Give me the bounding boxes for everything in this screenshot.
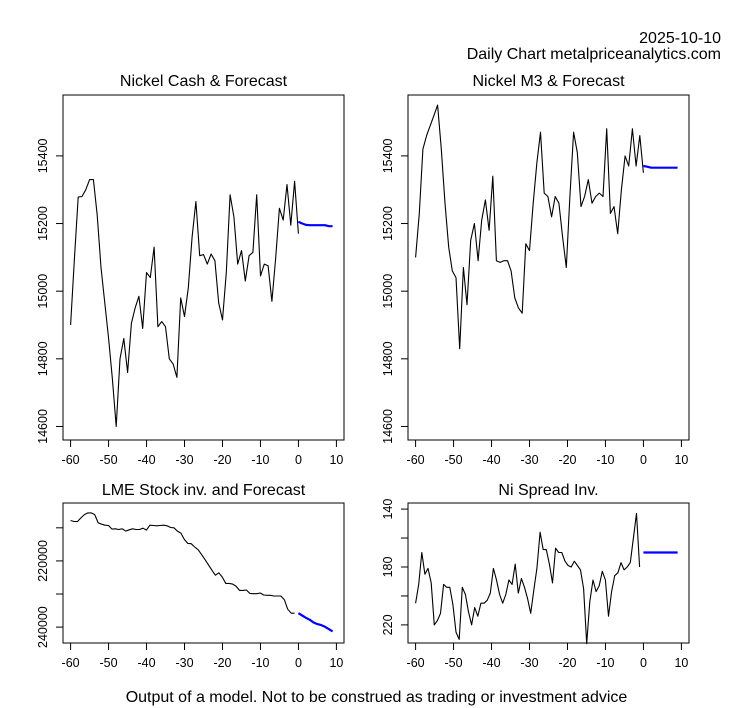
- nickel-m3-x-tick-label: -20: [558, 453, 576, 467]
- nickel-m3-x-tick-label: -40: [483, 453, 501, 467]
- lme-stock-x-tick-label: -60: [62, 656, 80, 670]
- nickel-cash-title: Nickel Cash & Forecast: [120, 73, 288, 90]
- lme-stock-x-tick-label: 10: [329, 656, 343, 670]
- nickel-m3-x-tick-label: -60: [407, 453, 425, 467]
- ni-spread-x-tick-label: -20: [558, 656, 576, 670]
- nickel-m3-x-tick-label: 0: [640, 453, 647, 467]
- lme-stock-history-line: [70, 512, 295, 614]
- nickel-cash-y-tick-label: 14800: [36, 341, 50, 376]
- lme-stock-y-tick-label: 240000: [36, 606, 50, 648]
- nickel-cash-forecast-line: [297, 220, 333, 228]
- nickel-m3-y-tick-label: 15400: [381, 138, 395, 173]
- nickel-cash-x-tick-label: -20: [213, 453, 231, 467]
- lme-stock-y-tick-label: 220000: [36, 540, 50, 582]
- nickel-cash-x-tick-label: 10: [329, 453, 343, 467]
- nickel-cash-x-tick-label: -10: [251, 453, 269, 467]
- nickel-cash-x-tick-label: -60: [62, 453, 80, 467]
- nickel-cash-y-tick-label: 15200: [36, 206, 50, 241]
- ni-spread-x-tick-label: -40: [483, 656, 501, 670]
- ni-spread-plot-frame: [407, 502, 690, 644]
- nickel-cash-history-line: [70, 179, 299, 428]
- nickel-m3-y-tick-label: 14800: [381, 341, 395, 376]
- nickel-m3-y-tick-label: 15000: [381, 274, 395, 309]
- nickel-m3-x-tick-label: 10: [674, 453, 688, 467]
- nickel-m3-forecast-line: [643, 164, 678, 169]
- ni-spread-x-tick-label: -50: [445, 656, 463, 670]
- ni-spread-x-tick-label: 0: [640, 656, 647, 670]
- nickel-m3-history-line: [415, 104, 644, 350]
- nickel-cash-y-tick-label: 15400: [36, 138, 50, 173]
- lme-stock-forecast-line: [297, 612, 334, 633]
- ni-spread-x-tick-label: 10: [674, 656, 688, 670]
- nickel-m3-x-tick-label: -30: [520, 453, 538, 467]
- lme-stock-x-tick-label: -40: [138, 656, 156, 670]
- ni-spread-history-line: [415, 512, 641, 645]
- lme-stock-x-tick-label: -50: [100, 656, 118, 670]
- nickel-cash-y-tick-label: 14600: [36, 409, 50, 444]
- disclaimer: Output of a model. Not to be construed a…: [125, 689, 628, 706]
- ni-spread-x-tick-label: -10: [596, 656, 614, 670]
- nickel-cash-x-tick-label: 0: [295, 453, 302, 467]
- lme-stock-x-tick-label: 0: [295, 656, 302, 670]
- ni-spread-x-tick-label: -60: [407, 656, 425, 670]
- ni-spread-y-tick-label: 220: [381, 614, 395, 635]
- lme-stock-plot-frame: [62, 502, 345, 644]
- ni-spread-x-tick-label: -30: [520, 656, 538, 670]
- ni-spread-y-tick-label: 140: [381, 499, 395, 520]
- chart-source: Daily Chart metalpriceanalytics.com: [466, 46, 721, 63]
- ni-spread-y-tick-label: 180: [381, 557, 395, 578]
- nickel-cash-x-tick-label: -50: [100, 453, 118, 467]
- nickel-cash-y-tick-label: 15000: [36, 274, 50, 309]
- nickel-cash-plot-frame: [62, 94, 345, 441]
- nickel-cash-x-tick-label: -30: [175, 453, 193, 467]
- lme-stock-title: LME Stock inv. and Forecast: [102, 482, 306, 499]
- nickel-m3-y-tick-label: 15200: [381, 206, 395, 241]
- ni-spread-title: Ni Spread Inv.: [498, 482, 598, 499]
- nickel-m3-plot-frame: [407, 94, 690, 441]
- nickel-m3-x-tick-label: -50: [445, 453, 463, 467]
- nickel-m3-x-tick-label: -10: [596, 453, 614, 467]
- chart-date: 2025-10-10: [639, 30, 721, 47]
- nickel-cash-x-tick-label: -40: [138, 453, 156, 467]
- nickel-m3-y-tick-label: 14600: [381, 409, 395, 444]
- lme-stock-x-tick-label: -10: [251, 656, 269, 670]
- lme-stock-x-tick-label: -20: [213, 656, 231, 670]
- nickel-m3-title: Nickel M3 & Forecast: [472, 73, 625, 90]
- lme-stock-x-tick-label: -30: [175, 656, 193, 670]
